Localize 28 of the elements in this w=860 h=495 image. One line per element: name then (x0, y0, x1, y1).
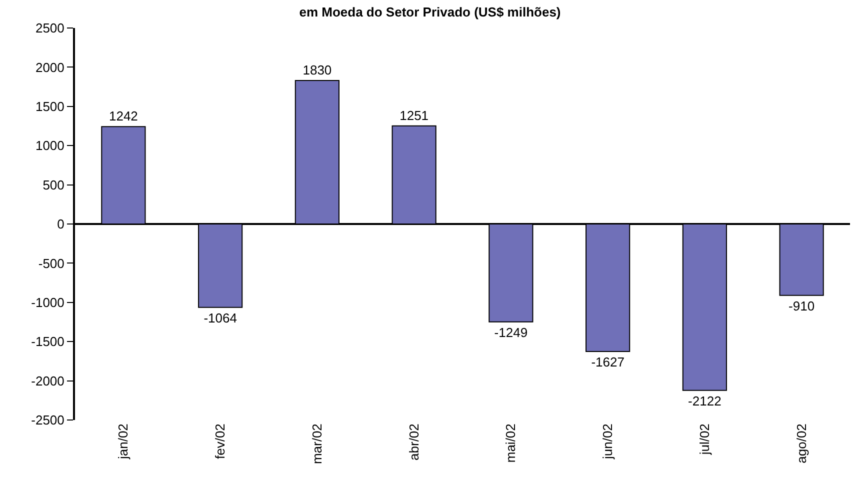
x-tick-label: jul/02 (696, 424, 712, 456)
y-tick-label: 1500 (35, 98, 64, 114)
data-label: -910 (788, 298, 815, 314)
y-tick-label: 1000 (35, 138, 64, 154)
x-tick-label: fev/02 (212, 424, 228, 460)
y-tick-label: -500 (38, 256, 64, 271)
x-tick-label: jun/02 (600, 424, 616, 460)
y-tick-label: -2500 (31, 412, 64, 428)
x-tick-label: mai/02 (503, 424, 518, 463)
data-label: 1242 (108, 108, 138, 124)
data-label: -1064 (204, 310, 237, 326)
x-tick-label: mar/02 (309, 424, 324, 464)
data-label: 1251 (400, 108, 429, 123)
y-tick-label: 500 (42, 177, 64, 192)
chart-title: em Moeda do Setor Privado (US$ milhões) (299, 4, 561, 20)
y-tick-label: -1500 (31, 334, 64, 350)
y-tick-label: 2500 (35, 20, 64, 36)
x-tick-label: jan/02 (116, 424, 131, 460)
x-tick-label: abr/02 (406, 424, 422, 460)
x-tick-label: ago/02 (794, 424, 809, 464)
data-label: -1249 (494, 324, 528, 340)
data-label: -1627 (591, 354, 624, 370)
y-tick-label: -1000 (31, 294, 64, 310)
y-tick-label: -2000 (31, 373, 64, 388)
data-label: 1830 (302, 62, 332, 78)
y-tick-label: 2000 (35, 60, 64, 75)
y-tick-label: 0 (57, 216, 64, 232)
data-label: -2122 (688, 393, 722, 408)
